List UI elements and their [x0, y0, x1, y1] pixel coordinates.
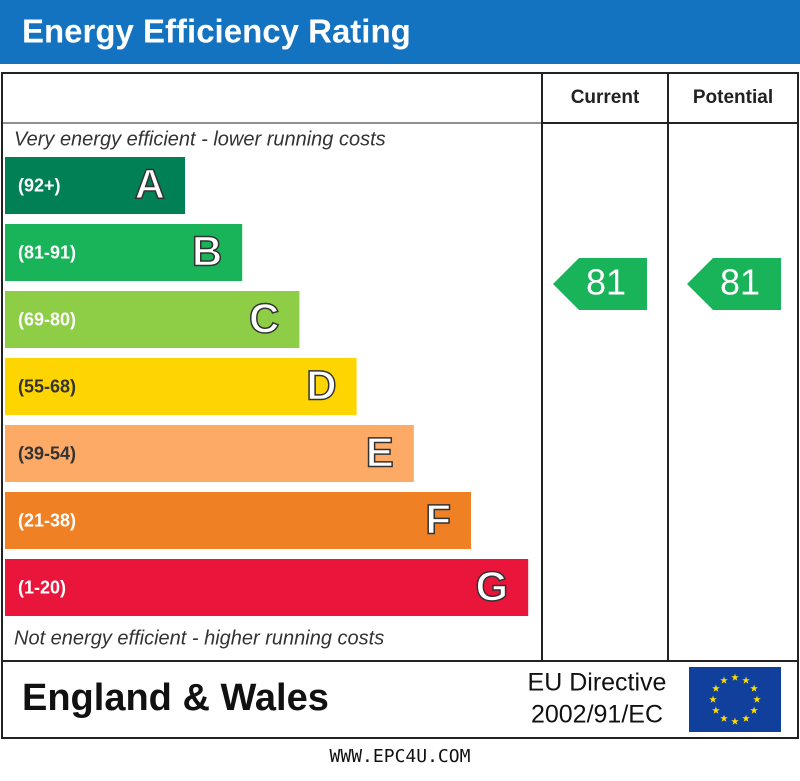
- directive: 2002/91/EC: [531, 701, 663, 729]
- band-bar: [5, 492, 471, 549]
- band-bar: [5, 559, 529, 616]
- eu-star: [720, 676, 728, 684]
- band-letter: G: [476, 563, 509, 610]
- current-arrow: [553, 258, 647, 310]
- top-note: Very energy efficient - lower running co…: [14, 128, 386, 150]
- band-range: (39-54): [18, 443, 76, 463]
- band-bar: [5, 224, 243, 281]
- eu-stars: [709, 673, 761, 725]
- title: Energy Efficiency Rating: [22, 13, 411, 50]
- band-range: (81-91): [18, 242, 76, 262]
- eu-star: [731, 673, 739, 681]
- website: WWW.EPC4U.COM: [330, 746, 471, 767]
- current-rating: 81: [586, 262, 626, 303]
- eu-star: [742, 676, 750, 684]
- eu-star: [712, 684, 720, 692]
- band-bar: [5, 291, 300, 348]
- band-letter: F: [425, 496, 451, 543]
- band-range: (21-38): [18, 510, 76, 530]
- header-bar: [0, 0, 800, 64]
- band-range: (1-20): [18, 577, 66, 597]
- band-bar: [5, 157, 185, 214]
- eu-star: [750, 684, 758, 692]
- region: England & Wales: [22, 677, 329, 719]
- bottom-note: Not energy efficient - higher running co…: [14, 627, 384, 649]
- eu-star: [731, 717, 739, 725]
- frame: [1, 72, 799, 739]
- band-letter: D: [306, 362, 336, 409]
- eu-star: [709, 695, 717, 703]
- eu-star: [750, 706, 758, 714]
- band-range: (92+): [18, 175, 61, 195]
- eu-star: [753, 695, 761, 703]
- band-range: (55-68): [18, 376, 76, 396]
- eu-star: [742, 714, 750, 722]
- eu-star: [712, 706, 720, 714]
- band-letter: A: [135, 161, 165, 208]
- band-bar: [5, 358, 357, 415]
- band-letter: E: [366, 429, 394, 476]
- band-letter: C: [249, 295, 279, 342]
- column-header: Potential: [693, 87, 773, 108]
- band-range: (69-80): [18, 309, 76, 329]
- potential-arrow: [687, 258, 781, 310]
- column-header: Current: [571, 87, 640, 108]
- band-bar: [5, 425, 414, 482]
- potential-rating: 81: [720, 262, 760, 303]
- directive: EU Directive: [528, 669, 667, 697]
- band-letter: B: [192, 228, 222, 275]
- eu-star: [720, 714, 728, 722]
